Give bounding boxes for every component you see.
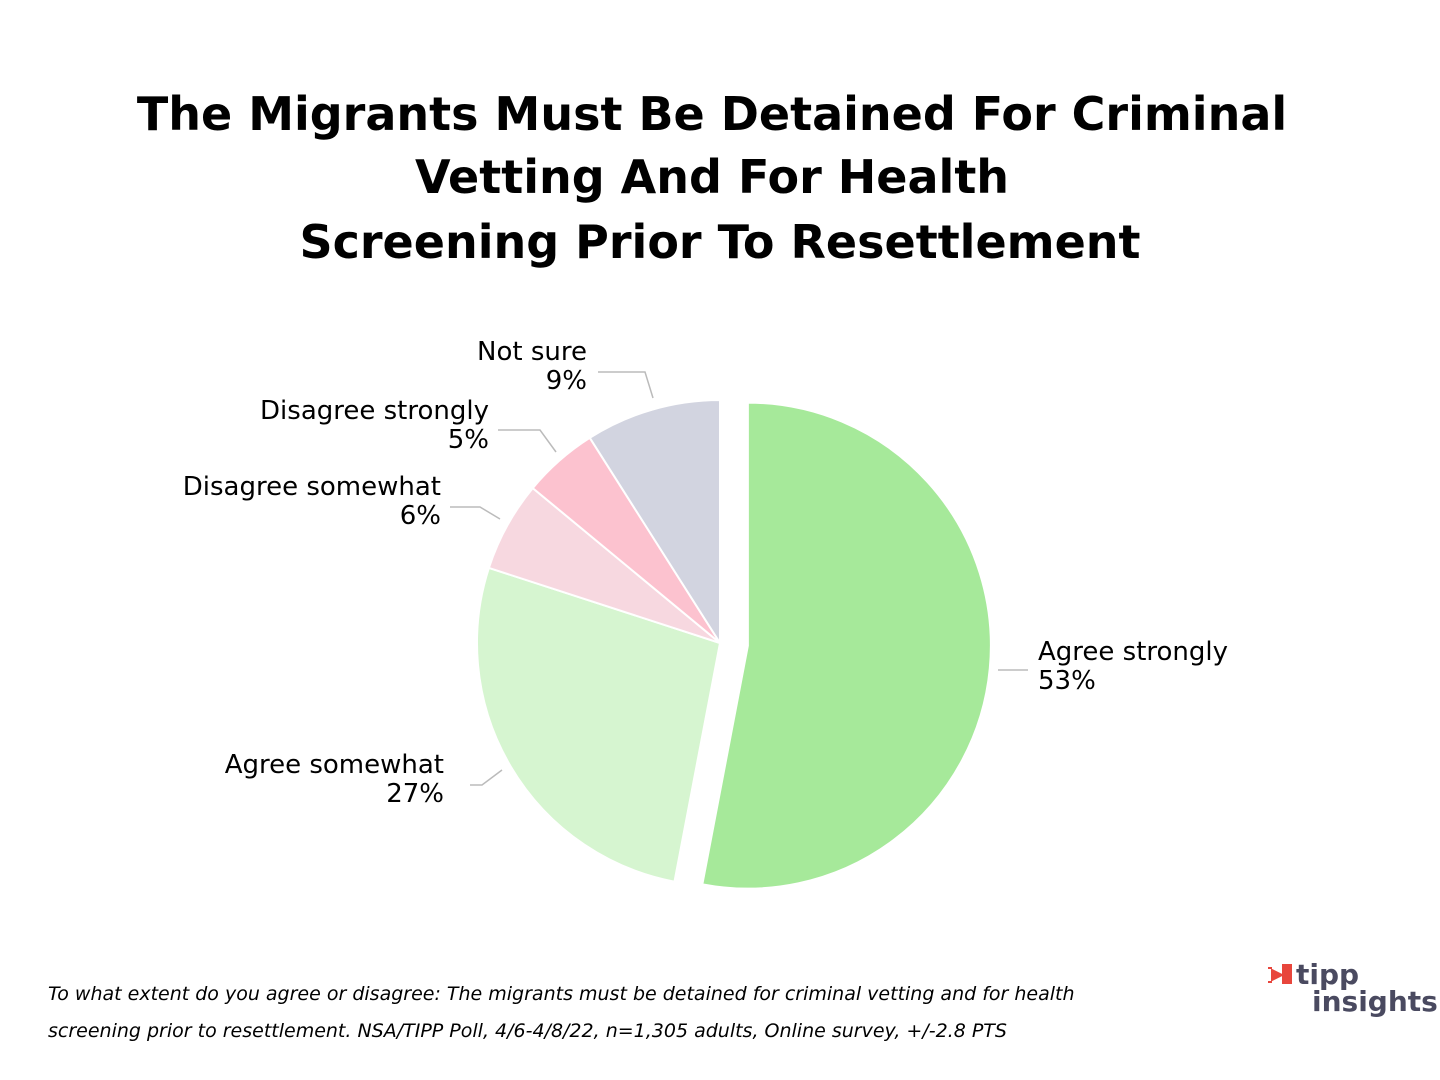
chart-title: Vetting And For Health (415, 150, 1009, 204)
leader-line (598, 371, 654, 399)
footnote: screening prior to resettlement. NSA/TIP… (48, 1020, 1007, 1042)
logo-icon (1282, 964, 1292, 984)
slice-label: Agree somewhat (225, 750, 444, 780)
logo-icon (1268, 967, 1285, 983)
value-label: 6% (400, 501, 441, 531)
chart-title: Screening Prior To Resettlement (299, 215, 1140, 269)
logo: tipp insights (1268, 958, 1438, 1018)
slice-label: Agree strongly (1038, 637, 1228, 667)
pie-slice (701, 401, 992, 890)
logo-text: tipp (1296, 958, 1359, 991)
logo-text: insights (1312, 985, 1438, 1018)
slice-label: Not sure (477, 337, 587, 367)
value-label: 9% (546, 366, 587, 396)
value-label: 27% (386, 779, 444, 809)
value-label: 5% (448, 425, 489, 455)
pie-slice (588, 398, 721, 647)
chart-title: The Migrants Must Be Detained For Crimin… (137, 87, 1287, 141)
footnote: To what extent do you agree or disagree:… (48, 983, 1075, 1005)
leader-line (498, 429, 557, 453)
slice-label: Disagree strongly (260, 396, 489, 426)
value-label: 53% (1038, 666, 1096, 696)
pie-slice (476, 566, 722, 883)
leader-line (470, 769, 503, 786)
slice-label: Disagree somewhat (183, 472, 441, 502)
leader-line (450, 506, 501, 520)
